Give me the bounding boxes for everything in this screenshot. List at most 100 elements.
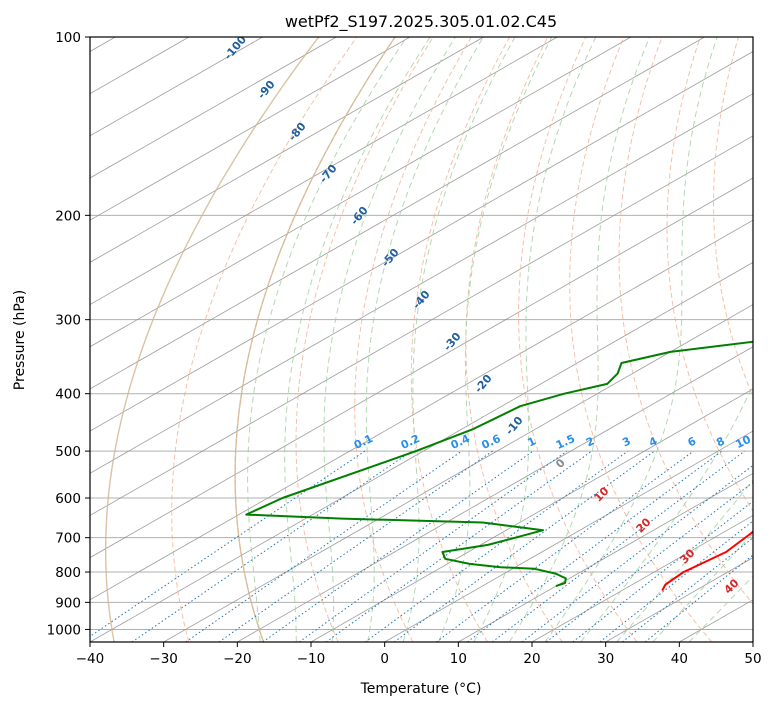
mixing-ratio-line	[545, 481, 753, 642]
dry-adiabat-label: -70	[317, 162, 340, 186]
mixing-ratio-label: 10	[733, 433, 753, 451]
isotherm-line	[90, 37, 484, 263]
isotherm-line	[237, 346, 753, 642]
moist-adiabat	[508, 37, 651, 642]
dry-adiabat-label: -40	[410, 288, 433, 312]
isotherm-line	[310, 388, 753, 642]
moist-adiabat	[438, 37, 553, 642]
mixing-ratio-line	[298, 450, 568, 642]
dry-adiabat-label: -80	[286, 120, 309, 144]
isotherm-line	[90, 177, 753, 559]
dry-adiabat-label: -30	[441, 330, 464, 354]
mixing-ratio-line	[644, 554, 753, 642]
isotherm-line	[752, 641, 753, 642]
moist-adiabat	[688, 575, 753, 642]
mixing-ratio-label: 0.2	[399, 432, 422, 452]
y-tick-label: 300	[55, 313, 81, 329]
dry-adiabat	[518, 37, 638, 642]
mixing-ratio-line	[131, 450, 413, 642]
moist-adiabat-label: 40	[722, 576, 742, 596]
isotherm-line	[90, 51, 753, 432]
y-tick-label: 500	[55, 444, 81, 460]
moist-adiabat-label: 30	[678, 546, 698, 566]
x-tick-label: 50	[744, 651, 761, 667]
y-axis-label: Pressure (hPa)	[12, 290, 28, 390]
mixing-ratio-label: 1	[526, 434, 538, 449]
dry-adiabat	[569, 37, 713, 642]
isotherm-line	[163, 304, 753, 642]
moist-adiabat	[365, 37, 484, 642]
mixing-ratio-line	[325, 450, 592, 642]
mixing-ratio-line	[185, 450, 463, 642]
y-tick-label: 400	[55, 387, 81, 403]
mixing-ratio-line	[90, 450, 366, 638]
y-tick-label: 800	[55, 565, 81, 581]
mixing-ratio-line	[572, 500, 753, 642]
isotherm-line	[90, 37, 558, 306]
x-tick-label: 20	[523, 651, 540, 667]
moist-adiabat	[473, 37, 597, 642]
dry-adiabat-label: -10	[503, 414, 526, 438]
mixing-ratio-label: 1.5	[554, 432, 577, 452]
dewpoint-profile	[245, 340, 753, 588]
x-tick-label: −10	[297, 651, 326, 667]
isotherm-line	[90, 135, 753, 516]
mixing-ratio-line	[521, 464, 753, 642]
mixing-ratio-label: 4	[647, 434, 660, 449]
isotherm-line	[90, 219, 753, 601]
x-tick-label: −40	[76, 651, 105, 667]
y-tick-label: 700	[55, 531, 81, 547]
moist-adiabat	[544, 37, 718, 642]
moist-adiabat	[284, 37, 431, 642]
x-tick-label: −20	[223, 651, 252, 667]
moist-adiabat-label: 0	[553, 456, 568, 471]
plot-border	[89, 36, 754, 643]
reference-adiabat	[234, 37, 396, 642]
isotherm-line	[90, 37, 632, 348]
mixing-ratio-line	[393, 450, 655, 642]
moist-adiabat	[616, 479, 753, 642]
y-tick-label: 100	[55, 30, 81, 46]
mixing-ratio-line	[491, 450, 745, 642]
isotherm-line	[458, 472, 753, 642]
temperature-profile	[661, 530, 753, 592]
isotherm-line	[90, 37, 411, 221]
mixing-ratio-label: 13	[761, 433, 775, 451]
x-tick-label: 0	[380, 651, 389, 667]
y-tick-label: 900	[55, 595, 81, 611]
axis-ticks: −40 −30 −20 −10 0 10 20 30 40 5010020030040050060…	[47, 30, 762, 667]
x-tick-label: 40	[671, 651, 688, 667]
dry-adiabat	[713, 37, 753, 398]
mixing-ratio-line	[218, 450, 493, 642]
dry-adiabat	[171, 37, 358, 642]
isotherm-line	[384, 430, 753, 642]
isotherm-line	[90, 37, 705, 390]
mixing-ratio-label: 6	[686, 434, 699, 449]
x-tick-label: 30	[597, 651, 614, 667]
dry-adiabat	[465, 37, 563, 642]
dry-adiabat	[410, 37, 510, 642]
isotherm-line	[90, 37, 190, 95]
x-tick-label: 10	[450, 651, 467, 667]
isotherm-line	[90, 37, 337, 179]
moist-adiabat	[247, 37, 408, 642]
isotherm-line	[531, 514, 753, 642]
mixing-ratio-line	[622, 537, 753, 642]
reference-adiabat	[105, 37, 320, 642]
chart-title: wetPf2_S197.2025.305.01.02.C45	[285, 12, 557, 32]
moist-adiabat	[580, 383, 753, 642]
y-tick-label: 600	[55, 491, 81, 507]
dry-adiabat	[759, 37, 775, 642]
moist-adiabat	[323, 37, 456, 642]
y-tick-label: 1000	[47, 622, 81, 638]
dry-adiabat-label: -60	[348, 204, 371, 228]
dry-adiabat	[666, 37, 753, 512]
isotherm-line	[90, 93, 753, 474]
dry-adiabat	[295, 37, 434, 642]
mixing-ratio-line	[467, 450, 723, 642]
moist-adiabat-label: 10	[592, 484, 612, 504]
mixing-ratio-label: 3	[620, 434, 632, 449]
mixing-ratio-line	[262, 450, 534, 642]
y-tick-label: 200	[55, 208, 81, 224]
